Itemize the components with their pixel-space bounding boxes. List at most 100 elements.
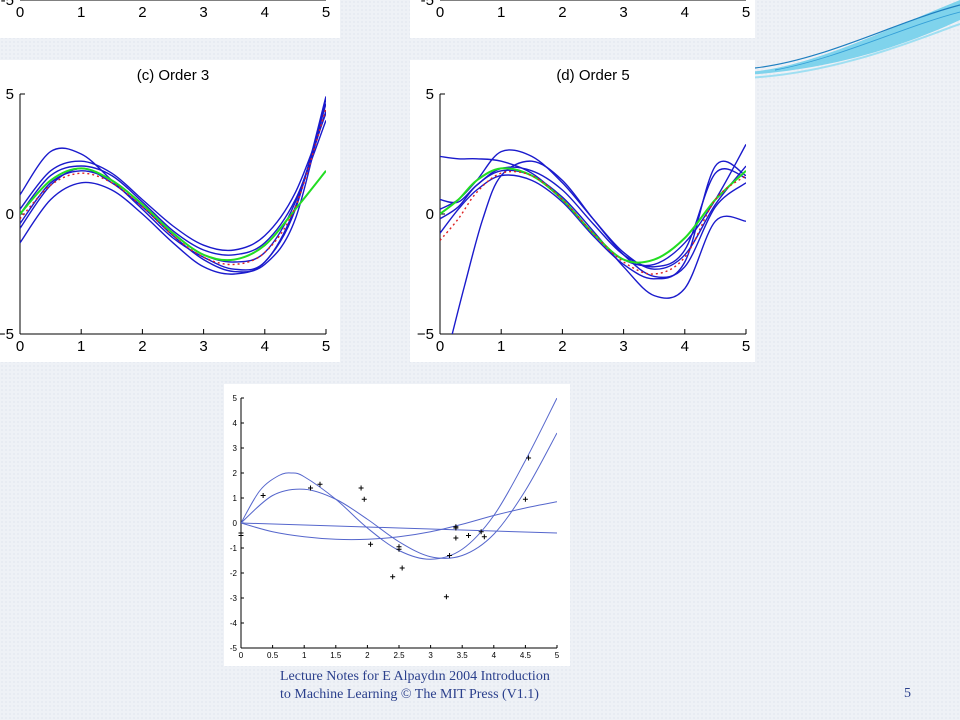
x-tick-label: 0 [436,4,444,21]
x-tick-label: 4.5 [520,651,532,660]
data-point [466,533,472,538]
chart-title: (d) Order 5 [556,67,629,84]
x-tick-label: 2 [138,4,146,21]
data-point [358,485,364,491]
series-line-3 [241,398,557,560]
x-tick-label: 5 [322,338,330,355]
series-line-1 [241,501,557,541]
y-tick-label: -5 [1,0,14,9]
y-tick-label: -3 [230,594,238,603]
footer-line-2: to Machine Learning © The MIT Press (V1.… [280,687,539,702]
data-point [478,529,484,535]
x-tick-label: 3 [619,4,627,21]
data-point [526,455,532,461]
x-tick-label: 4 [492,651,497,660]
y-tick-label: −5 [0,326,14,343]
series-line-6 [440,167,746,264]
data-point [447,553,453,558]
x-tick-label: 0.5 [267,651,279,660]
x-tick-label: 1 [302,651,307,660]
data-point [368,541,374,547]
series-line-7 [20,108,326,266]
x-tick-label: 1 [497,338,505,355]
series-line-6 [20,167,326,262]
series-line-4 [20,96,326,275]
x-tick-label: 0 [239,651,244,660]
x-tick-label: 3 [428,651,433,660]
y-tick-label: -2 [230,569,238,578]
x-tick-label: 4 [681,338,689,355]
series-line-3 [20,112,326,252]
x-tick-label: 1 [77,338,85,355]
y-tick-label: 3 [233,444,238,453]
data-point [481,534,487,540]
x-tick-label: 4 [681,4,689,21]
x-tick-label: 2 [365,651,370,660]
x-tick-label: 2 [558,338,566,355]
series-line-0 [20,103,326,271]
y-tick-label: 0 [233,519,238,528]
x-tick-label: 2 [138,338,146,355]
y-tick-label: 4 [233,419,238,428]
data-point [522,496,528,502]
series-line-3 [440,169,746,299]
data-point [453,535,459,541]
chart-order5: (d) Order 5 0 1 2 3 4 5 5 0 −5 [410,60,755,362]
y-tick-label: -5 [230,644,238,653]
data-point [361,496,367,502]
data-point [390,574,396,580]
x-tick-label: 5 [742,4,750,21]
y-tick-label: 0 [6,206,14,223]
y-tick-label: -4 [230,619,238,628]
y-tick-label: −5 [417,326,434,343]
y-tick-label: 5 [6,86,14,103]
data-point [396,546,402,552]
series-line-4 [440,160,746,280]
footer-citation: Lecture Notes for E Alpaydın 2004 Introd… [280,668,640,704]
x-tick-label: 1 [497,4,505,21]
series-line-2 [20,98,326,273]
data-point [399,565,405,571]
x-tick-label: 0 [436,338,444,355]
chart-top-left-partial: 0 1 2 3 4 5 -5 [0,0,340,38]
series-line-2 [241,432,557,559]
chart-bottom-fit: 0 0.5 1 1.5 2 2.5 3 3.5 4 4.5 5 5 4 3 2 1 0 -1 -2 -3 -4 -5 [224,384,570,666]
x-tick-label: 1.5 [330,651,342,660]
corner-decoration [745,0,960,79]
x-tick-label: 2 [558,4,566,21]
chart-top-right-partial: 0 1 2 3 4 5 -5 [410,0,755,38]
chart-title: (c) Order 3 [137,67,210,84]
x-tick-label: 0 [16,338,24,355]
footer-line-1: Lecture Notes for E Alpaydın 2004 Introd… [280,669,550,684]
data-point [443,594,449,600]
x-tick-label: 5 [742,338,750,355]
series-line-0 [440,144,746,267]
data-point [260,493,266,498]
y-tick-label: 2 [233,469,238,478]
x-tick-label: 0 [16,4,24,21]
data-point [308,485,314,491]
x-tick-label: 3 [199,4,207,21]
page-number: 5 [904,686,911,701]
y-tick-label: 5 [426,86,434,103]
x-tick-label: 4 [261,338,269,355]
data-point [453,525,459,531]
x-tick-label: 5 [555,651,560,660]
series-line-1 [20,120,326,256]
x-tick-label: 4 [261,4,269,21]
y-tick-label: 1 [233,494,238,503]
y-tick-label: 0 [426,206,434,223]
y-tick-label: -5 [421,0,434,9]
y-tick-label: -1 [230,544,238,553]
chart-order3: (c) Order 3 0 1 2 3 4 5 5 0 −5 [0,60,340,362]
data-point [317,481,323,487]
series-line-2 [440,166,746,268]
x-tick-label: 5 [322,4,330,21]
series-line-0 [241,522,557,534]
x-tick-label: 3 [199,338,207,355]
y-tick-label: 5 [233,394,238,403]
x-tick-label: 3 [619,338,627,355]
data-point [238,533,244,538]
x-tick-label: 1 [77,4,85,21]
x-tick-label: 2.5 [393,651,405,660]
